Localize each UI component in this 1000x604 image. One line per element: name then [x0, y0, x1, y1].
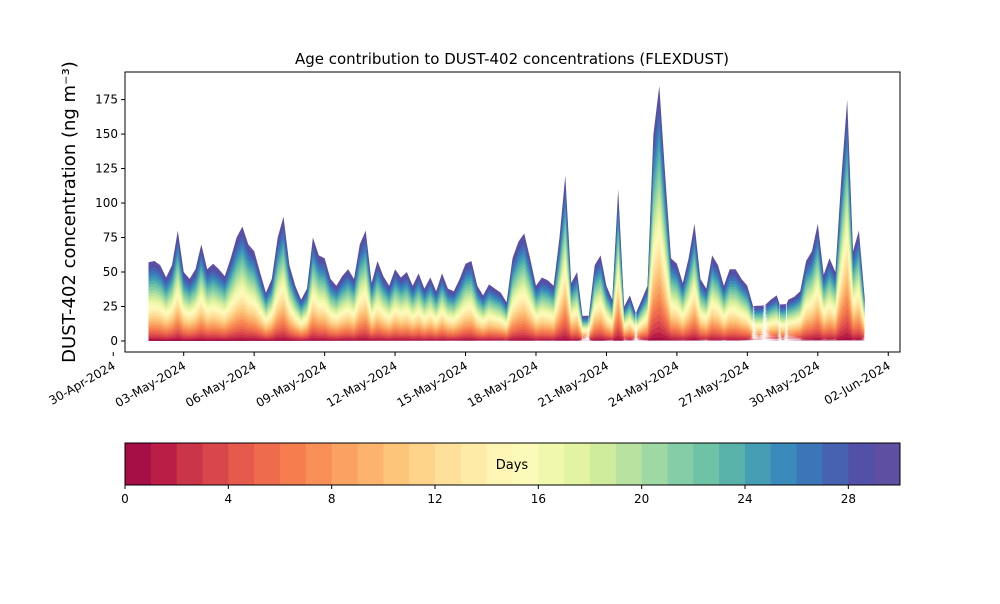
x-tick-label: 30-May-2024	[747, 358, 822, 410]
x-tick-label: 30-Apr-2024	[46, 358, 117, 407]
colorbar-segment	[590, 443, 617, 485]
colorbar-segment	[409, 443, 436, 485]
colorbar-tick-label: 4	[225, 492, 233, 506]
age-layer-2	[148, 326, 865, 341]
colorbar-segment	[357, 443, 384, 485]
colorbar-segment	[486, 443, 513, 485]
stacked-area-layers	[148, 85, 865, 342]
colorbar-segment	[202, 443, 229, 485]
y-tick-label: 175	[95, 93, 118, 107]
age-layer-5	[148, 306, 865, 341]
colorbar-segment	[150, 443, 178, 485]
colorbar-tick-label: 0	[121, 492, 129, 506]
colorbar-segment	[745, 443, 772, 485]
colorbar-tick-label: 28	[841, 492, 856, 506]
x-tick-label: 18-May-2024	[465, 358, 540, 410]
y-axis-label: DUST-402 concentration (ng m⁻³)	[59, 61, 80, 363]
y-tick-label: 25	[103, 299, 118, 313]
colorbar-segment	[383, 443, 410, 485]
colorbar-segment	[228, 443, 255, 485]
x-tick-label: 03-May-2024	[113, 358, 188, 410]
colorbar-tick-label: 8	[328, 492, 336, 506]
colorbar-ticks: 0 4 8 12 16 20 24 28	[121, 485, 856, 506]
colorbar-frame	[124, 442, 901, 486]
colorbar-segment	[848, 443, 875, 485]
age-layer-9	[148, 276, 865, 341]
x-tick-label: 06-May-2024	[183, 358, 258, 410]
colorbar-segment	[564, 443, 591, 485]
colorbar	[124, 442, 901, 486]
x-tick-label: 21-May-2024	[535, 358, 610, 410]
age-layer-8	[148, 284, 865, 341]
colorbar-segment	[538, 443, 565, 485]
y-tick-label: 0	[110, 334, 118, 348]
colorbar-segment	[796, 443, 823, 485]
axes-frame	[124, 71, 901, 353]
x-tick-label: 12-May-2024	[324, 358, 399, 410]
colorbar-segment	[641, 443, 668, 485]
x-tick-label: 09-May-2024	[254, 358, 329, 410]
colorbar-segment	[280, 443, 307, 485]
colorbar-segment	[512, 443, 539, 485]
colorbar-segment	[719, 443, 746, 485]
x-axis-ticks: 30-Apr-202403-May-202406-May-202409-May-…	[46, 352, 893, 410]
age-layer-6	[148, 299, 865, 341]
colorbar-segment	[822, 443, 849, 485]
x-tick-label: 15-May-2024	[395, 358, 470, 410]
age-layer-7	[148, 292, 865, 341]
colorbar-tick-label: 12	[427, 492, 442, 506]
colorbar-label: Days	[496, 458, 529, 473]
colorbar-segment	[667, 443, 694, 485]
colorbar-tick-label: 20	[634, 492, 649, 506]
age-layer-1	[148, 332, 865, 341]
y-tick-label: 75	[103, 231, 118, 245]
y-tick-label: 125	[95, 162, 118, 176]
colorbar-segment	[615, 443, 643, 485]
colorbar-tick-label: 24	[737, 492, 752, 506]
age-layer-3	[148, 320, 865, 341]
colorbar-segment	[305, 443, 333, 485]
chart-title: Age contribution to DUST-402 concentrati…	[295, 50, 729, 68]
age-layer-4	[148, 313, 865, 341]
x-tick-label: 02-Jun-2024	[822, 358, 893, 407]
colorbar-segment	[460, 443, 488, 485]
colorbar-segment	[125, 443, 152, 485]
colorbar-tick-label: 16	[531, 492, 546, 506]
colorbar-segment	[693, 443, 720, 485]
x-tick-label: 27-May-2024	[676, 358, 751, 410]
colorbar-segment	[435, 443, 462, 485]
y-axis-ticks: 0 25 50 75 100 125 150 175	[95, 93, 125, 348]
colorbar-segment	[331, 443, 358, 485]
age-layer-0	[148, 337, 865, 341]
y-tick-label: 100	[95, 196, 118, 210]
colorbar-segment	[254, 443, 281, 485]
y-tick-label: 50	[103, 265, 118, 279]
colorbar-segment	[770, 443, 798, 485]
x-tick-label: 24-May-2024	[606, 358, 681, 410]
colorbar-segment	[874, 443, 901, 485]
colorbar-segment	[176, 443, 203, 485]
y-tick-label: 150	[95, 127, 118, 141]
